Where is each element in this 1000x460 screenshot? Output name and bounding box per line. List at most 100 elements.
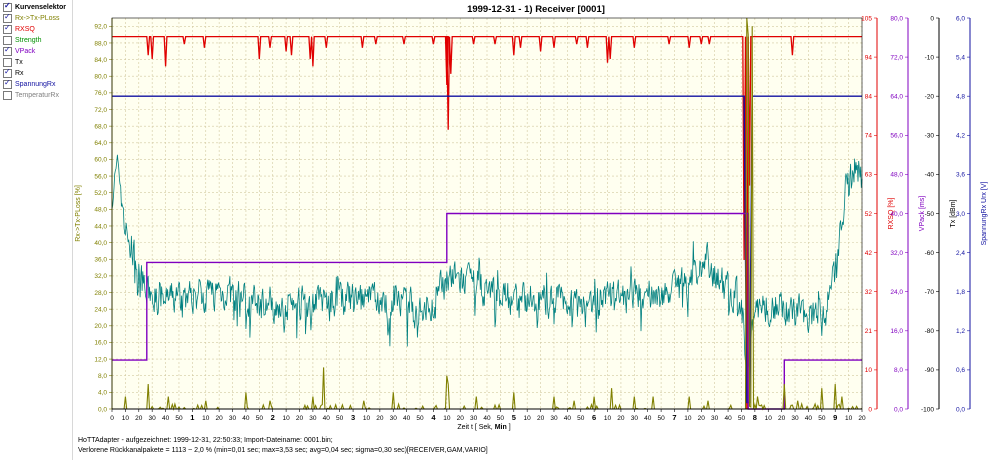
curve-item-vpack[interactable]: VPack <box>3 45 35 58</box>
y-tick-label-vpack: 64,0 <box>890 94 903 101</box>
y-tick-label-rx: -20 <box>925 94 935 101</box>
y-tick-label-left: 56,0 <box>94 173 107 180</box>
x-tick-label: 20 <box>698 415 706 422</box>
x-tick-label: 10 <box>443 415 451 422</box>
x-tick-label: 30 <box>149 415 157 422</box>
x-tick-label: 30 <box>390 415 398 422</box>
checkbox-icon[interactable] <box>3 78 12 89</box>
x-tick-label: 6 <box>592 413 596 422</box>
y-tick-label-left: 4,0 <box>98 390 107 397</box>
y-tick-label-left: 24,0 <box>94 306 107 313</box>
y-axis-label-rx: Tx [dBm] <box>950 199 957 227</box>
x-tick-label: 50 <box>818 415 826 422</box>
x-tick-label: 30 <box>550 415 558 422</box>
curve-item-rxsq[interactable]: RXSQ <box>3 23 35 36</box>
y-tick-label-rxsq: 10 <box>865 367 873 374</box>
x-tick-label: 2 <box>271 413 275 422</box>
checkbox-icon[interactable] <box>3 12 12 23</box>
y-tick-label-vpack: 0,0 <box>894 406 903 413</box>
y-axis-label-left: Rx->Tx-PLoss [%] <box>75 185 82 242</box>
checkbox-icon[interactable] <box>3 91 12 100</box>
x-tick-label: 8 <box>753 413 757 422</box>
x-tick-label: 10 <box>282 415 290 422</box>
y-axis-label-rxsq: RXSQ [%] <box>888 198 895 230</box>
y-axis-label-vpack: VPack [ms] <box>919 196 926 231</box>
footer-recording-info: HoTTAdapter - aufgezeichnet: 1999-12-31,… <box>78 437 333 444</box>
y-tick-label-rx: -40 <box>925 172 935 179</box>
checkbox-icon[interactable] <box>3 45 12 56</box>
y-tick-label-left: 16,0 <box>94 340 107 347</box>
checkbox-icon[interactable] <box>3 36 12 45</box>
x-tick-label: 40 <box>323 415 331 422</box>
y-tick-label-rx: -10 <box>925 54 935 61</box>
curve-item-spannungrx[interactable]: SpannungRx <box>3 78 55 91</box>
y-tick-label-voltage: 1,2 <box>956 328 965 335</box>
y-tick-label-vpack: 8,0 <box>894 367 903 374</box>
y-tick-label-left: 72,0 <box>94 107 107 114</box>
x-tick-label: 20 <box>537 415 545 422</box>
y-tick-label-left: 0,0 <box>98 406 107 413</box>
x-tick-label: 50 <box>497 415 505 422</box>
y-tick-label-rxsq: 52 <box>865 211 873 218</box>
y-tick-label-left: 44,0 <box>94 223 107 230</box>
x-tick-label: 40 <box>644 415 652 422</box>
y-tick-label-vpack: 24,0 <box>890 289 903 296</box>
y-tick-label-voltage: 3,6 <box>956 172 965 179</box>
x-tick-label: 20 <box>858 415 866 422</box>
x-tick-label: 30 <box>791 415 799 422</box>
y-tick-label-left: 20,0 <box>94 323 107 330</box>
y-tick-label-left: 64,0 <box>94 140 107 147</box>
y-tick-label-left: 48,0 <box>94 207 107 214</box>
y-tick-label-voltage: 5,4 <box>956 54 965 61</box>
x-tick-label: 7 <box>672 413 676 422</box>
curve-item-rx-tx-ploss[interactable]: Rx->Tx-PLoss <box>3 12 60 25</box>
y-axis-label-voltage: SpannungRx Urx [V] <box>981 182 988 246</box>
y-tick-label-vpack: 72,0 <box>890 54 903 61</box>
y-tick-label-vpack: 56,0 <box>890 133 903 140</box>
x-tick-label: 3 <box>351 413 355 422</box>
x-tick-label: 20 <box>216 415 224 422</box>
y-tick-label-voltage: 3,0 <box>956 211 965 218</box>
footer-lost-packets: Verlorene Rückkanalpakete = 1113 ~ 2,0 %… <box>78 446 488 454</box>
checkbox-icon[interactable] <box>3 67 12 78</box>
y-tick-label-voltage: 6,0 <box>956 15 965 22</box>
x-tick-label: 10 <box>122 415 130 422</box>
x-tick-label: 30 <box>470 415 478 422</box>
x-tick-label: 10 <box>363 415 371 422</box>
curve-item-temperaturrx[interactable]: TemperaturRx <box>3 91 59 102</box>
y-tick-label-rxsq: 74 <box>865 133 873 140</box>
y-tick-label-left: 80,0 <box>94 74 107 81</box>
x-tick-label: 40 <box>483 415 491 422</box>
y-tick-label-rxsq: 0 <box>868 406 872 413</box>
x-tick-label: 40 <box>724 415 732 422</box>
y-tick-label-rx: 0 <box>930 15 934 22</box>
curve-selector-title[interactable]: Kurvenselektor <box>3 1 66 14</box>
x-tick-label: 10 <box>604 415 612 422</box>
y-tick-label-voltage: 4,2 <box>956 133 965 140</box>
x-axis-label: Zeit t [ Sek, Min ] <box>457 424 510 431</box>
chart: 1999-12-31 - 1) Receiver [0001] 0 10 20 30 4… <box>75 4 988 431</box>
y-tick-label-voltage: 0,0 <box>956 406 965 413</box>
y-tick-label-rxsq: 21 <box>865 328 873 335</box>
checkbox-icon[interactable] <box>3 58 12 67</box>
y-tick-label-left: 12,0 <box>94 356 107 363</box>
x-tick-label: 20 <box>778 415 786 422</box>
checkbox-icon[interactable] <box>3 1 12 12</box>
y-tick-label-rx: -80 <box>925 328 935 335</box>
x-tick-label: 20 <box>617 415 625 422</box>
x-tick-label: 40 <box>403 415 411 422</box>
x-tick-label: 10 <box>524 415 532 422</box>
x-tick-label: 1 <box>190 413 194 422</box>
checkbox-icon[interactable] <box>3 23 12 34</box>
x-tick-label: 40 <box>162 415 170 422</box>
y-tick-label-voltage: 1,8 <box>956 289 965 296</box>
y-tick-label-rxsq: 42 <box>865 250 873 257</box>
y-tick-label-voltage: 4,8 <box>956 94 965 101</box>
curve-selector-panel: Kurvenselektor Rx->Tx-PLoss RXSQ Strengt… <box>0 0 73 460</box>
y-tick-label-left: 28,0 <box>94 290 107 297</box>
y-tick-label-rx: -70 <box>925 289 935 296</box>
y-tick-label-left: 84,0 <box>94 57 107 64</box>
plot-frame <box>111 17 863 410</box>
y-tick-label-rx: -60 <box>925 250 935 257</box>
x-tick-label: 10 <box>202 415 210 422</box>
